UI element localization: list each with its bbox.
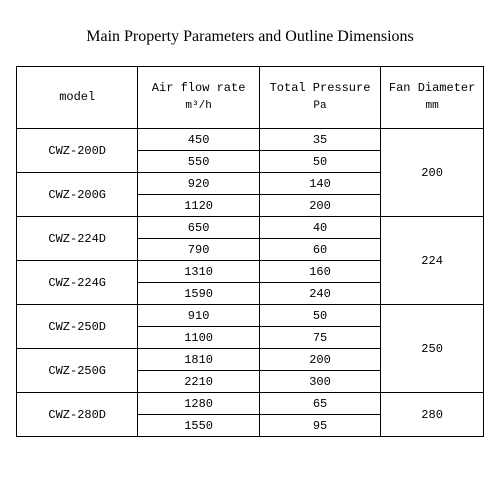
- table-row: CWZ-250D91050250: [17, 305, 484, 327]
- cell-pressure: 95: [259, 415, 380, 437]
- cell-pressure: 200: [259, 349, 380, 371]
- cell-diameter: 280: [381, 393, 484, 437]
- parameters-table: modelAir flow ratem³/hTotal PressurePaFa…: [16, 66, 484, 437]
- cell-airflow: 1590: [138, 283, 259, 305]
- cell-pressure: 65: [259, 393, 380, 415]
- cell-airflow: 1120: [138, 195, 259, 217]
- cell-pressure: 60: [259, 239, 380, 261]
- column-header-diameter: Fan Diameter mm: [381, 67, 484, 129]
- column-header-unit: Pa: [260, 98, 380, 116]
- cell-airflow: 1100: [138, 327, 259, 349]
- cell-model: CWZ-250G: [17, 349, 138, 393]
- cell-airflow: 650: [138, 217, 259, 239]
- cell-model: CWZ-224D: [17, 217, 138, 261]
- cell-airflow: 1550: [138, 415, 259, 437]
- cell-airflow: 920: [138, 173, 259, 195]
- cell-diameter: 200: [381, 129, 484, 217]
- cell-model: CWZ-280D: [17, 393, 138, 437]
- cell-model: CWZ-200D: [17, 129, 138, 173]
- column-header-label: model: [59, 90, 95, 104]
- column-header-label: Total Pressure: [270, 81, 371, 95]
- cell-diameter: 224: [381, 217, 484, 305]
- cell-pressure: 140: [259, 173, 380, 195]
- cell-pressure: 50: [259, 151, 380, 173]
- cell-airflow: 1310: [138, 261, 259, 283]
- cell-model: CWZ-224G: [17, 261, 138, 305]
- cell-pressure: 50: [259, 305, 380, 327]
- cell-pressure: 200: [259, 195, 380, 217]
- cell-airflow: 1280: [138, 393, 259, 415]
- cell-model: CWZ-250D: [17, 305, 138, 349]
- page-title: Main Property Parameters and Outline Dim…: [0, 0, 500, 66]
- cell-airflow: 550: [138, 151, 259, 173]
- cell-airflow: 790: [138, 239, 259, 261]
- cell-model: CWZ-200G: [17, 173, 138, 217]
- table-row: CWZ-280D128065280: [17, 393, 484, 415]
- column-header-unit: m³/h: [138, 98, 258, 116]
- cell-airflow: 2210: [138, 371, 259, 393]
- column-header-model: model: [17, 67, 138, 129]
- cell-pressure: 240: [259, 283, 380, 305]
- column-header-label: Fan Diameter: [389, 81, 475, 95]
- table-row: CWZ-200D45035200: [17, 129, 484, 151]
- cell-pressure: 75: [259, 327, 380, 349]
- cell-airflow: 1810: [138, 349, 259, 371]
- cell-pressure: 160: [259, 261, 380, 283]
- table-row: CWZ-224D65040224: [17, 217, 484, 239]
- column-header-unit: mm: [381, 98, 483, 116]
- column-header-airflow: Air flow rate m³/h: [138, 67, 259, 129]
- column-header-pressure: Total Pressure Pa: [259, 67, 380, 129]
- cell-airflow: 450: [138, 129, 259, 151]
- column-header-label: Air flow rate: [152, 81, 246, 95]
- cell-diameter: 250: [381, 305, 484, 393]
- table-header-row: modelAir flow ratem³/hTotal PressurePaFa…: [17, 67, 484, 129]
- parameters-table-wrapper: modelAir flow ratem³/hTotal PressurePaFa…: [0, 66, 500, 437]
- cell-pressure: 40: [259, 217, 380, 239]
- cell-pressure: 35: [259, 129, 380, 151]
- table-body: modelAir flow ratem³/hTotal PressurePaFa…: [17, 67, 484, 437]
- cell-pressure: 300: [259, 371, 380, 393]
- cell-airflow: 910: [138, 305, 259, 327]
